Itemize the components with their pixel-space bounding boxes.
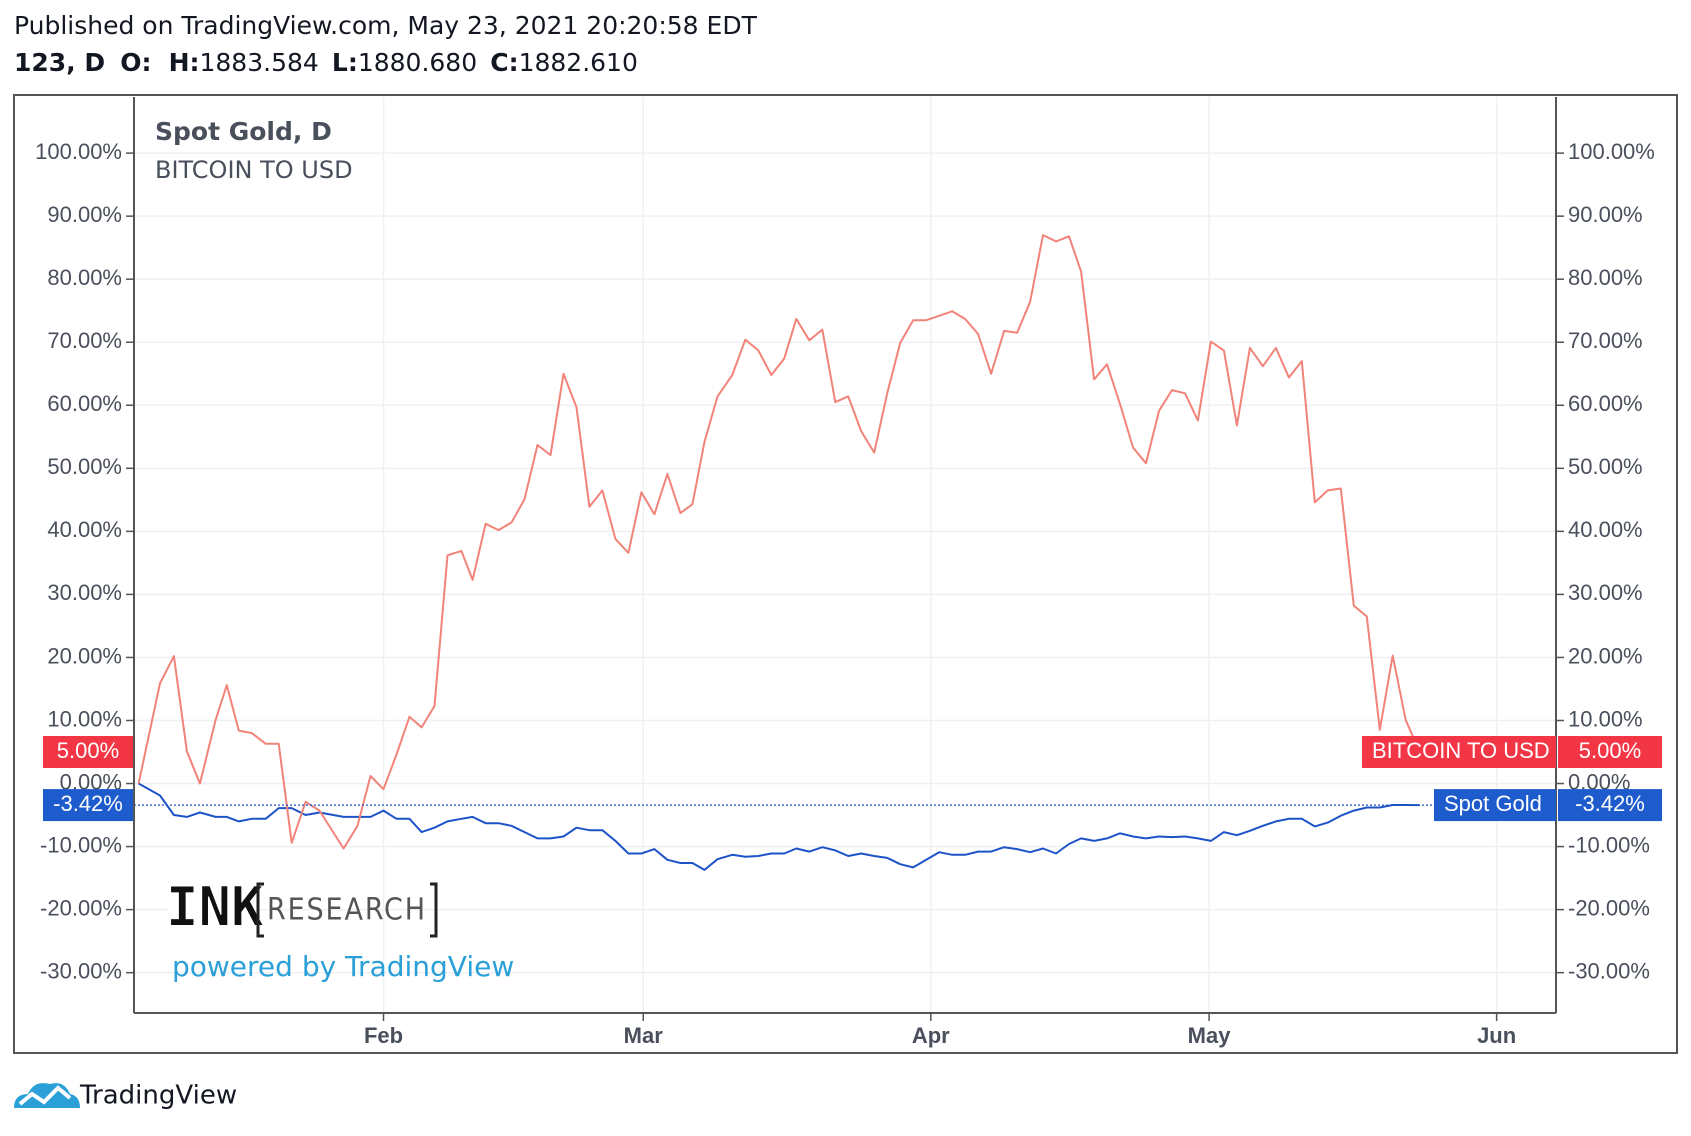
y-tick-label: 90.00% (47, 202, 122, 227)
left-value-label: 5.00% (57, 738, 119, 763)
y-tick-label: 50.00% (47, 454, 122, 479)
name-badge: Spot Gold (1434, 789, 1556, 822)
y-tick-label: 10.00% (47, 706, 122, 731)
watermark-brackets (256, 882, 438, 938)
y2-tick-label: 100.00% (1568, 139, 1655, 164)
y2-tick-label: -30.00% (1568, 958, 1650, 983)
y-tick-label: 70.00% (47, 328, 122, 353)
symbol: 123, D (14, 48, 105, 77)
x-tick-label: Feb (364, 1023, 403, 1048)
y2-tick-label: 70.00% (1568, 328, 1643, 353)
x-tick-label: Jun (1477, 1023, 1516, 1048)
low: 1880.680 (358, 48, 477, 77)
footer-logo: TradingView (79, 1081, 237, 1111)
x-tick-label: May (1188, 1023, 1232, 1048)
y2-tick-label: 20.00% (1568, 643, 1643, 668)
x-tick-label: Apr (912, 1023, 950, 1048)
legend-symbol: Spot Gold, D (155, 117, 332, 146)
watermark-brand: INK (166, 876, 264, 939)
y2-tick-label: 60.00% (1568, 391, 1643, 416)
logo-bg (167, 884, 259, 936)
name-badge-bg (1434, 789, 1556, 822)
left-value-badge (43, 789, 133, 822)
y2-tick-label: 90.00% (1568, 202, 1643, 227)
right-value-badge (1558, 736, 1662, 769)
y-tick-label: 40.00% (47, 517, 122, 542)
y2-tick-label: -20.00% (1568, 895, 1650, 920)
y-tick-label: -10.00% (40, 832, 122, 857)
high: 1883.584 (200, 48, 319, 77)
y-tick-label: 80.00% (47, 265, 122, 290)
name-badge-label: Spot Gold (1444, 791, 1542, 816)
y2-tick-label: 80.00% (1568, 265, 1643, 290)
name-badge-bg (1362, 736, 1556, 769)
right-value-label: -3.42% (1575, 791, 1645, 816)
published-line: Published on TradingView.com, May 23, 20… (14, 11, 758, 40)
y2-tick-label: 30.00% (1568, 580, 1643, 605)
y-tick-label: 20.00% (47, 643, 122, 668)
h-label: H: (169, 48, 200, 77)
y-tick-label: 100.00% (35, 139, 122, 164)
ohlc-line: 123, D O: H:1883.584 L:1880.680 C:1882.6… (14, 48, 638, 77)
y2-tick-label: 40.00% (1568, 517, 1643, 542)
footer-logo-icon (14, 1083, 80, 1108)
y-tick-label: -30.00% (40, 958, 122, 983)
name-badge: BITCOIN TO USD (1362, 736, 1556, 769)
left-value-badge (43, 736, 133, 769)
outer-frame (13, 94, 1678, 1054)
series-line (138, 782, 1420, 871)
y-tick-label: 60.00% (47, 391, 122, 416)
left-value-label: -3.42% (53, 791, 123, 816)
watermark-sub: RESEARCH (267, 893, 425, 928)
legend-series: BITCOIN TO USD (155, 156, 353, 184)
name-badge-label: BITCOIN TO USD (1372, 738, 1550, 763)
right-value-badge (1558, 789, 1662, 822)
x-tick-label: Mar (624, 1023, 664, 1048)
y2-tick-label: 50.00% (1568, 454, 1643, 479)
y-tick-label: -20.00% (40, 895, 122, 920)
close: 1882.610 (519, 48, 638, 77)
y2-tick-label: -10.00% (1568, 832, 1650, 857)
o-label: O: (120, 48, 151, 77)
series-line (137, 234, 1421, 850)
c-label: C: (490, 48, 518, 77)
y-tick-label: 30.00% (47, 580, 122, 605)
l-label: L: (332, 48, 358, 77)
y2-tick-label: 10.00% (1568, 706, 1643, 731)
watermark-powered: powered by TradingView (172, 950, 514, 983)
right-value-label: 5.00% (1579, 738, 1641, 763)
